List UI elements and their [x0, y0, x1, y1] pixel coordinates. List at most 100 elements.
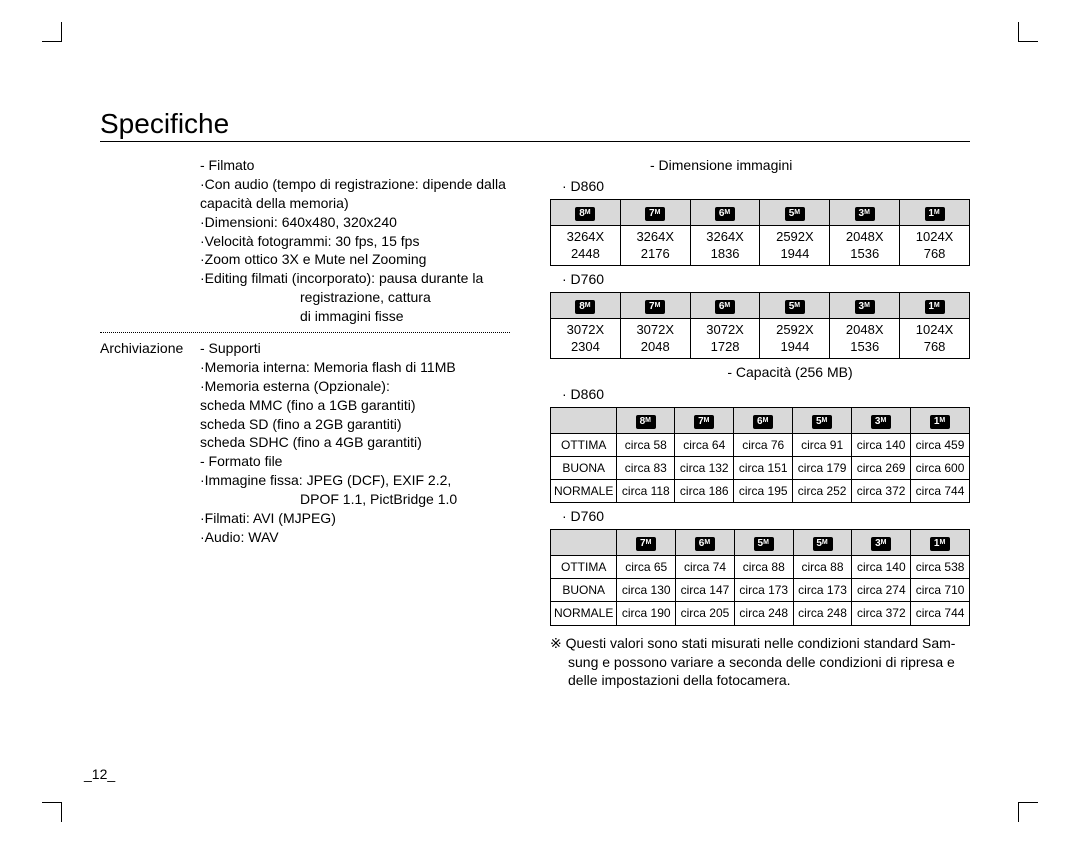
table-header: 8M	[617, 407, 675, 433]
table-cell: circa 130	[617, 579, 676, 602]
row-label: NORMALE	[551, 480, 617, 503]
capacity-label: - Capacità (256 MB)	[550, 363, 970, 382]
table-cell: circa 195	[734, 480, 793, 503]
table-cell: circa 186	[675, 480, 734, 503]
megapixel-badge-icon: 7M	[645, 300, 665, 314]
table-header: 3M	[830, 292, 900, 318]
megapixel-badge-icon: 8M	[575, 207, 595, 221]
diagonal-cell	[551, 530, 617, 556]
filmato-line: ·Editing filmati (incorporato): pausa du…	[100, 269, 510, 288]
filmato-header: - Filmato	[100, 156, 510, 175]
table-header: 6M	[734, 407, 793, 433]
table-header: 7M	[620, 199, 690, 225]
row-label: BUONA	[551, 456, 617, 479]
left-column: - Filmato ·Con audio (tempo di registraz…	[100, 156, 510, 690]
storage-line: - Formato file	[200, 452, 510, 471]
megapixel-badge-icon: 3M	[871, 537, 891, 551]
table-cell: 3072X2048	[620, 318, 690, 358]
diagonal-cell	[551, 407, 617, 433]
table-header: 1M	[900, 292, 970, 318]
table-cell: 2592X1944	[760, 225, 830, 265]
table-cell: circa 744	[911, 602, 970, 625]
table-header: 7M	[620, 292, 690, 318]
row-label: NORMALE	[551, 602, 617, 625]
table-cell: circa 132	[675, 456, 734, 479]
megapixel-badge-icon: 5M	[785, 300, 805, 314]
page-number: _12_	[84, 766, 115, 782]
table-cell: 2048X1536	[830, 318, 900, 358]
table-cell: circa 459	[911, 433, 970, 456]
table-header: 3M	[830, 199, 900, 225]
table-cell: circa 269	[852, 456, 911, 479]
table-cell: circa 58	[617, 433, 675, 456]
table-header: 6M	[690, 292, 760, 318]
storage-indent: DPOF 1.1, PictBridge 1.0	[100, 490, 510, 509]
table-header: 6M	[690, 199, 760, 225]
table-cell: 3072X2304	[551, 318, 621, 358]
table-header: 1M	[900, 199, 970, 225]
table-cell: circa 118	[617, 480, 675, 503]
table-cell: circa 147	[676, 579, 735, 602]
filmato-indented: di immagini fisse	[100, 307, 510, 326]
dim-header: - Dimensione immagini	[550, 156, 970, 175]
table-header: 3M	[852, 530, 911, 556]
table-cell: 1024X768	[900, 318, 970, 358]
filmato-line: ·Dimensioni: 640x480, 320x240	[100, 213, 510, 232]
cap-table-d760: 7M6M5M5M3M1M OTTIMAcirca 65circa 74circa…	[550, 529, 970, 626]
storage-line: ·Filmati: AVI (MJPEG)	[100, 509, 510, 528]
megapixel-badge-icon: 8M	[575, 300, 595, 314]
page-content: Specifiche - Filmato ·Con audio (tempo d…	[100, 108, 970, 690]
megapixel-badge-icon: 6M	[753, 415, 773, 429]
table-cell: 3264X2448	[551, 225, 621, 265]
filmato-line: ·Con audio (tempo di registrazione: dipe…	[100, 175, 510, 194]
megapixel-badge-icon: 3M	[871, 415, 891, 429]
filmato-indented: registrazione, cattura	[100, 288, 510, 307]
d860-label: · D860	[562, 177, 970, 196]
filmato-line: ·Velocità fotogrammi: 30 fps, 15 fps	[100, 232, 510, 251]
row-label: BUONA	[551, 579, 617, 602]
storage-line: - Supporti	[200, 339, 510, 358]
megapixel-badge-icon: 5M	[785, 207, 805, 221]
table-header: 8M	[551, 292, 621, 318]
cap-table-d860: 8M7M6M5M3M1M OTTIMAcirca 58circa 64circa…	[550, 407, 970, 504]
table-header: 5M	[760, 292, 830, 318]
table-cell: circa 372	[852, 602, 911, 625]
megapixel-badge-icon: 6M	[715, 207, 735, 221]
storage-line: ·Immagine fissa: JPEG (DCF), EXIF 2.2,	[200, 471, 510, 490]
table-cell: 3264X1836	[690, 225, 760, 265]
table-cell: 1024X768	[900, 225, 970, 265]
table-cell: circa 88	[734, 556, 793, 579]
dim-table-d860: 8M 7M 6M 5M 3M 1M 3264X24483264X21763264X1836…	[550, 199, 970, 266]
table-cell: 3264X2176	[620, 225, 690, 265]
megapixel-badge-icon: 3M	[855, 300, 875, 314]
table-header: 8M	[551, 199, 621, 225]
footnote: ※ Questi valori sono stati misurati nell…	[550, 634, 970, 691]
table-cell: circa 205	[676, 602, 735, 625]
table-cell: circa 179	[793, 456, 852, 479]
right-column: - Dimensione immagini · D860 8M7M6M5M3M1…	[550, 156, 970, 690]
table-cell: circa 744	[911, 480, 970, 503]
table-header: 3M	[852, 407, 911, 433]
table-header: 1M	[911, 407, 970, 433]
table-header: 5M	[793, 407, 852, 433]
dim-table-d760: 8M7M6M5M3M1M 3072X23043072X20483072X1728…	[550, 292, 970, 359]
megapixel-badge-icon: 6M	[695, 537, 715, 551]
table-header: 1M	[911, 530, 970, 556]
megapixel-badge-icon: 1M	[925, 300, 945, 314]
megapixel-badge-icon: 1M	[930, 537, 950, 551]
storage-line: scheda SDHC (fino a 4GB garantiti)	[200, 433, 510, 452]
table-cell: circa 252	[793, 480, 852, 503]
storage-line: ·Audio: WAV	[100, 528, 510, 547]
table-header: 6M	[676, 530, 735, 556]
megapixel-badge-icon: 5M	[813, 537, 833, 551]
table-header: 5M	[760, 199, 830, 225]
megapixel-badge-icon: 5M	[754, 537, 774, 551]
megapixel-badge-icon: 1M	[925, 207, 945, 221]
storage-line: scheda MMC (fino a 1GB garantiti)	[200, 396, 510, 415]
dotted-separator	[100, 332, 510, 333]
storage-line: ·Memoria esterna (Opzionale):	[200, 377, 510, 396]
table-cell: circa 76	[734, 433, 793, 456]
table-cell: circa 248	[793, 602, 852, 625]
table-cell: circa 274	[852, 579, 911, 602]
table-cell: circa 140	[852, 433, 911, 456]
